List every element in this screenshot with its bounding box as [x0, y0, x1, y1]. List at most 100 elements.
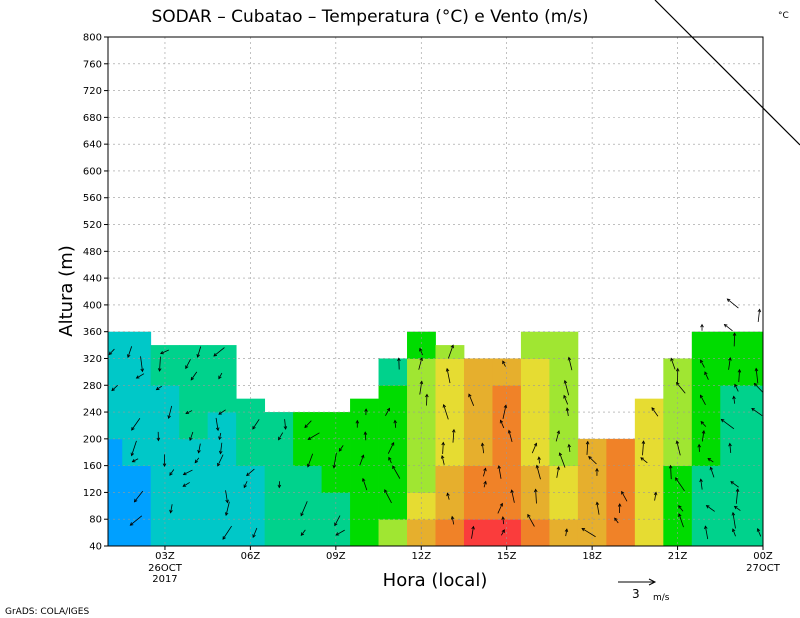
temperature-cell — [236, 492, 266, 520]
y-tick-label: 680 — [83, 113, 102, 124]
temperature-cell — [435, 492, 465, 520]
wind-arrow — [738, 369, 740, 383]
wind-arrow — [502, 360, 506, 367]
temperature-cell — [207, 385, 237, 413]
temperature-cell — [492, 492, 522, 520]
temperature-cell — [378, 519, 408, 547]
wind-arrowhead — [507, 429, 512, 434]
wind-arrowhead — [502, 360, 506, 365]
y-tick-label: 360 — [83, 327, 102, 338]
temperature-cell — [122, 331, 152, 359]
wind-arrowhead — [734, 383, 738, 388]
wind-arrow — [362, 478, 368, 491]
wind-arrowhead — [653, 491, 658, 496]
wind-arrowhead — [675, 367, 680, 372]
temperature-cell — [748, 331, 764, 359]
wind-arrowhead — [425, 393, 429, 398]
wind-arrowhead — [362, 477, 366, 482]
wind-arrow — [131, 417, 141, 431]
wind-arrow — [471, 526, 474, 539]
wind-arrow — [183, 469, 193, 475]
temperature-cell — [691, 385, 721, 413]
wind-arrows — [108, 298, 764, 540]
wind-arrow — [452, 429, 455, 443]
wind-scale-legend: 3 m/s — [618, 578, 670, 603]
wind-arrowhead — [471, 525, 475, 530]
wind-arrowhead — [300, 532, 305, 537]
wind-arrowhead — [419, 357, 423, 361]
wind-arrowhead — [701, 430, 706, 434]
temperature-cell — [122, 385, 152, 413]
temperature-cell — [264, 438, 294, 467]
wind-arrow — [441, 455, 445, 465]
wind-arrow — [189, 431, 194, 441]
temperature-cell — [179, 412, 209, 440]
wind-arrowhead — [700, 323, 704, 328]
wind-arrowhead — [533, 488, 538, 493]
wind-arrowhead — [527, 513, 531, 518]
wind-arrowhead — [700, 359, 704, 364]
temperature-cell — [634, 492, 664, 520]
wind-arrow — [185, 410, 193, 414]
wind-arrowhead — [446, 492, 450, 497]
wind-arrow — [215, 417, 219, 431]
wind-arrowhead — [196, 354, 200, 358]
wind-arrowhead — [564, 528, 569, 533]
wind-arrow — [218, 432, 222, 440]
wind-arrow — [225, 490, 228, 503]
temperature-cell — [606, 465, 636, 493]
wind-arrow — [581, 528, 596, 538]
temperature-cell — [122, 492, 152, 520]
wind-arrow — [721, 419, 735, 430]
wind-arrowhead — [668, 464, 673, 469]
wind-arrowhead — [704, 525, 708, 530]
wind-arrowhead — [480, 442, 485, 447]
wind-arrowhead — [732, 332, 737, 336]
wind-arrow — [300, 529, 306, 536]
colorbar-diagonal — [654, 0, 800, 146]
temperature-cell — [435, 519, 465, 547]
x-tick-year: 2017 — [152, 574, 177, 585]
temperature-cell — [435, 385, 465, 413]
temperature-cell — [207, 345, 237, 359]
wind-arrow — [704, 371, 709, 380]
colorbar: 212223242526272829303132 °C — [654, 0, 800, 146]
wind-arrowhead — [720, 418, 725, 423]
temperature-cell — [108, 358, 123, 386]
wind-arrow — [418, 357, 423, 370]
temperature-cell — [378, 412, 408, 440]
temperature-cell — [293, 438, 322, 467]
wind-arrow — [565, 529, 568, 537]
temperature-cell — [264, 412, 294, 440]
wind-arrow — [670, 465, 672, 480]
wind-arrow — [252, 527, 258, 538]
wind-arrow — [252, 419, 260, 430]
wind-arrow — [555, 430, 560, 442]
wind-arrow — [387, 442, 395, 454]
temperature-cell — [492, 412, 522, 440]
wind-arrowhead — [614, 517, 618, 522]
temperature-cell — [179, 465, 209, 493]
wind-arrowhead — [651, 407, 655, 411]
wind-arrowhead — [111, 387, 115, 392]
wind-arrowhead — [252, 534, 256, 538]
wind-arrowhead — [445, 367, 450, 372]
wind-arrow — [588, 456, 597, 465]
wind-arrowhead — [335, 532, 340, 536]
wind-arrowhead — [131, 426, 135, 431]
wind-arrow — [218, 372, 223, 379]
wind-arrow — [707, 458, 714, 463]
wind-arrow — [704, 526, 709, 540]
temperature-cell — [350, 492, 379, 520]
y-tick-label: 800 — [83, 33, 102, 44]
temperature-cell — [520, 519, 550, 547]
wind-arrowhead — [283, 426, 288, 430]
wind-arrowhead — [218, 375, 222, 380]
wind-arrowhead — [307, 463, 311, 468]
wind-arrow — [442, 442, 444, 454]
temperature-cell — [207, 412, 237, 440]
wind-arrowhead — [213, 353, 217, 357]
temperature-cell — [350, 438, 379, 467]
wind-arrowhead — [277, 484, 282, 489]
wind-arrowhead — [565, 407, 570, 412]
